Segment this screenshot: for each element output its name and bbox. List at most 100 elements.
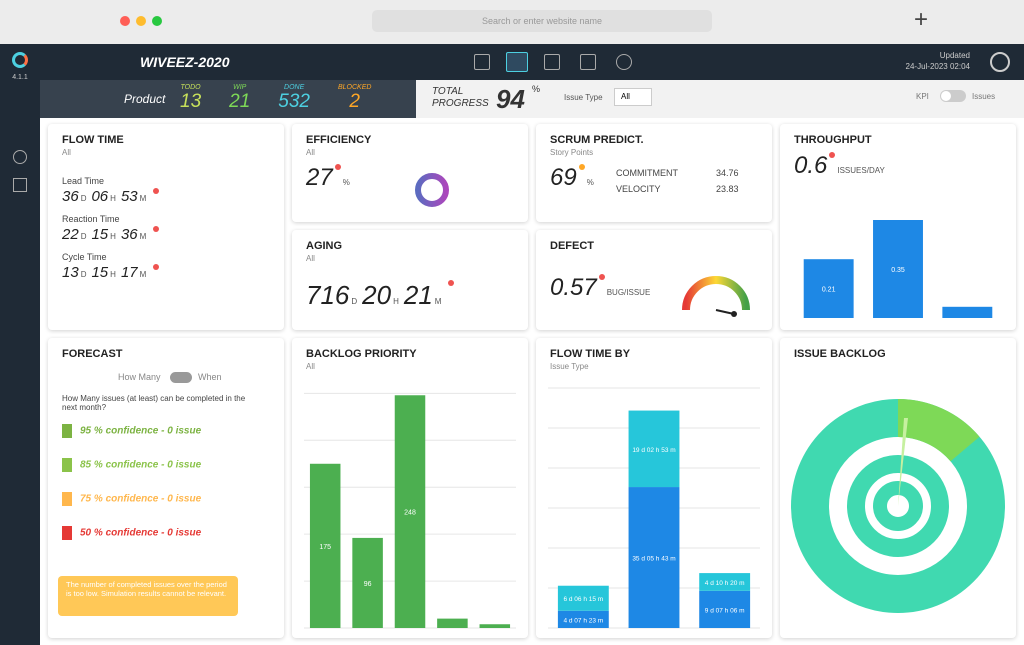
duration-unit: D — [80, 232, 87, 241]
duration-unit: D — [80, 270, 87, 279]
flow-time-card: FLOW TIME All Lead Time 36 D 06 H 53 M Reaction… — [48, 124, 284, 330]
bar — [557, 585, 609, 611]
throughput-unit: ISSUES/DAY — [837, 166, 885, 175]
velocity-label: VELOCITY — [616, 184, 661, 194]
confidence-line: 50 % confidence - 0 issue — [62, 526, 201, 540]
bar-label: 4 d 10 h 20 m — [705, 580, 745, 587]
status-dot — [153, 264, 160, 270]
bar — [309, 463, 341, 628]
duration-value: 13 D 15 H 17 M — [62, 264, 160, 282]
duration-number: 15 — [91, 226, 109, 243]
efficiency-ring — [415, 173, 449, 207]
commitment-label: COMMITMENT — [616, 168, 678, 178]
confidence-text: 85 % confidence - 0 issue — [80, 459, 202, 471]
issue-type-select[interactable]: All — [614, 88, 652, 106]
status-count: TODO 13 — [180, 84, 201, 113]
bar-label: 96 — [364, 581, 372, 588]
confidence-swatch — [62, 492, 72, 506]
bar — [699, 590, 751, 628]
bar — [699, 573, 751, 591]
speed-view[interactable] — [616, 54, 632, 70]
confidence-line: 75 % confidence - 0 issue — [62, 492, 201, 506]
confidence-text: 95 % confidence - 0 issue — [80, 425, 202, 437]
flow-view[interactable] — [544, 54, 560, 70]
bar — [557, 610, 609, 628]
address-bar[interactable]: Search or enter website name — [372, 10, 712, 32]
browser-bar: Search or enter website name + — [0, 0, 1024, 44]
chart-view[interactable] — [580, 54, 596, 70]
confidence-line: 95 % confidence - 0 issue — [62, 424, 201, 438]
defect-value: 0.57 — [550, 274, 597, 301]
status-counts: TODO 13 WIP 21 DONE 532 BLOCKED 2 — [180, 84, 371, 113]
bar — [437, 618, 468, 628]
count-label: BLOCKED — [337, 84, 372, 91]
duration-number: 36 — [120, 226, 138, 243]
cube-view[interactable] — [474, 54, 490, 70]
count-value: 2 — [349, 91, 360, 112]
version: 4.1.1 — [12, 74, 28, 81]
count-value: 13 — [180, 91, 202, 112]
issue-backlog-rings — [791, 399, 1005, 613]
bar-label: 4 d 07 h 23 m — [563, 617, 603, 624]
card-title: DEFECT — [550, 240, 594, 252]
card-title: AGING — [306, 240, 343, 252]
bar — [628, 410, 680, 488]
dashboard-view[interactable] — [506, 52, 528, 72]
updated-label: Updated — [939, 51, 970, 60]
minimize-button[interactable] — [136, 16, 146, 26]
status-count: BLOCKED 2 — [338, 84, 371, 113]
sidebar: 4.1.1 — [0, 44, 40, 645]
efficiency-card: EFFICIENCY All 27% — [292, 124, 528, 222]
new-tab-button[interactable]: + — [914, 6, 929, 33]
row-label: Reaction Time — [62, 214, 120, 224]
backlog-priority-card: BACKLOG PRIORITY All 175 96 248 — [292, 338, 528, 638]
bar-label: 248 — [404, 510, 416, 517]
duration-unit: D — [351, 297, 358, 306]
app-header: WIVEEZ-2020 Updated 24-Jul-2023 02:04 — [40, 44, 1024, 80]
duration-number: 13 — [62, 264, 79, 281]
defect-gauge — [682, 276, 750, 317]
bar-label: 0.35 — [891, 267, 905, 274]
duration-unit: M — [139, 270, 147, 279]
flow-time-by-chart: 4 d 07 h 23 m 35 d 05 h 43 m 9 d 07 h 06 m… — [548, 387, 760, 629]
bar-label: 35 d 05 h 43 m — [632, 556, 675, 563]
bar — [352, 537, 383, 628]
card-title: BACKLOG PRIORITY — [306, 348, 417, 360]
card-filter: All — [306, 254, 315, 263]
cube-button[interactable] — [13, 178, 27, 192]
scrum-unit: % — [586, 178, 594, 187]
mode-toggle[interactable] — [170, 372, 192, 383]
duration-unit: D — [80, 194, 87, 203]
row-label: Cycle Time — [62, 252, 107, 262]
close-button[interactable] — [120, 16, 130, 26]
bar — [873, 220, 923, 318]
count-label: WIP — [233, 84, 247, 91]
confidence-line: 85 % confidence - 0 issue — [62, 458, 201, 472]
total-label: TOTAL PROGRESS — [432, 86, 489, 109]
confidence-swatch — [62, 424, 72, 438]
duration-number: 36 — [62, 188, 79, 205]
duration-number: 17 — [120, 264, 138, 281]
aging-card: AGING All 716 D 20 H 21 M — [292, 230, 528, 330]
duration-number: 22 — [62, 226, 79, 243]
duration-unit: M — [434, 297, 442, 306]
status-count: WIP 21 — [229, 84, 250, 113]
confidence-swatch — [62, 458, 72, 472]
card-title: FORECAST — [62, 348, 123, 360]
card-filter: All — [306, 362, 315, 371]
row-label: Lead Time — [62, 176, 105, 186]
card-filter: Issue Type — [550, 362, 589, 371]
confidence-text: 75 % confidence - 0 issue — [80, 493, 202, 505]
issue-type-label: Issue Type — [564, 93, 603, 102]
scrum-card: SCRUM PREDICT. Story Points 69% COMMITME… — [536, 124, 772, 222]
sync-button[interactable] — [990, 52, 1010, 72]
issue-backlog-card: ISSUE BACKLOG — [780, 338, 1016, 638]
kpi-toggle[interactable] — [940, 90, 966, 102]
defect-card: DEFECT 0.57 BUG/ISSUE — [536, 230, 772, 330]
duration-number: 15 — [91, 264, 109, 281]
count-label: TODO — [180, 84, 201, 91]
status-count: DONE 532 — [278, 84, 310, 113]
maximize-button[interactable] — [152, 16, 162, 26]
add-button[interactable] — [13, 150, 27, 164]
confidence-text: 50 % confidence - 0 issue — [80, 527, 202, 539]
